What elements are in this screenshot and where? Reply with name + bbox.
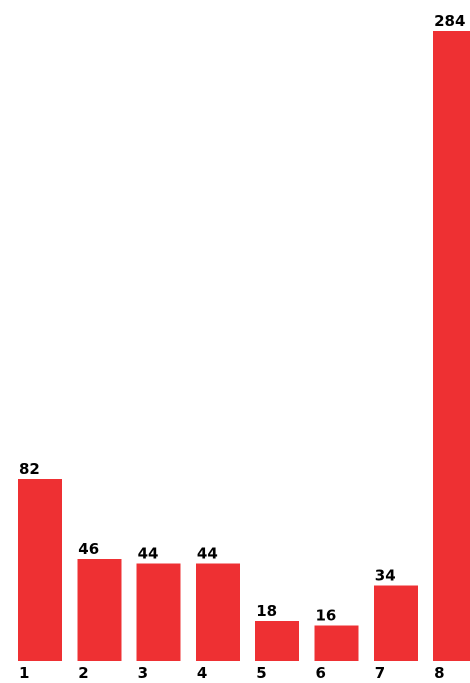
- bar-3: [136, 563, 181, 661]
- category-label-1: 1: [19, 664, 29, 682]
- bar-1: [18, 479, 62, 661]
- value-label-1: 82: [19, 460, 40, 478]
- category-label-4: 4: [197, 664, 207, 682]
- value-label-7: 34: [375, 567, 396, 585]
- category-label-2: 2: [78, 664, 88, 682]
- value-label-6: 16: [316, 607, 337, 625]
- category-label-6: 6: [316, 664, 326, 682]
- bar-4: [195, 563, 240, 661]
- value-label-4: 44: [197, 544, 218, 562]
- bar-5: [255, 621, 300, 661]
- value-label-2: 46: [78, 540, 99, 558]
- category-label-8: 8: [434, 664, 444, 682]
- category-label-3: 3: [138, 664, 148, 682]
- value-label-8: 284: [434, 12, 465, 30]
- bar-6: [314, 625, 359, 661]
- value-label-3: 44: [138, 544, 159, 562]
- bar-7: [373, 585, 418, 661]
- value-label-5: 18: [256, 602, 277, 620]
- bars-group: [18, 31, 470, 661]
- category-label-7: 7: [375, 664, 385, 682]
- value-labels-group: 82 46 44 44 18 16 34 284: [19, 12, 465, 625]
- bar-8: [433, 31, 470, 661]
- bar-2: [77, 559, 122, 661]
- category-label-5: 5: [256, 664, 266, 682]
- category-labels-group: 1 2 3 4 5 6 7 8: [19, 664, 445, 682]
